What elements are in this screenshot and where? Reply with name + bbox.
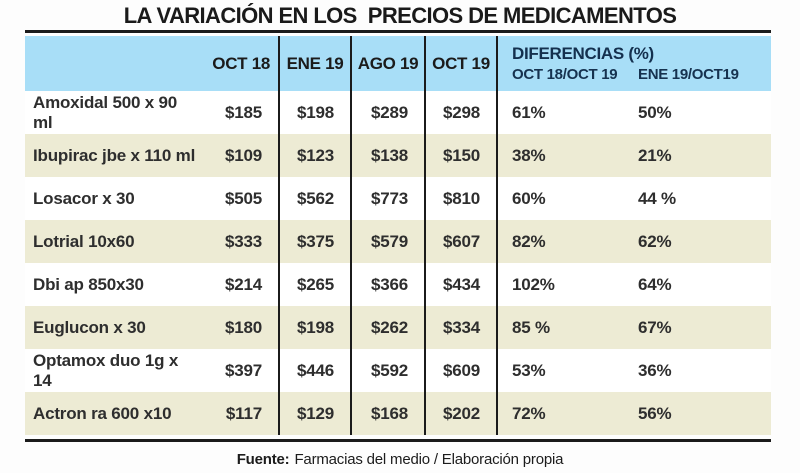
- table-bottom-border: [25, 439, 771, 442]
- diff-oct18-oct19: 38%: [512, 145, 546, 165]
- price-oct18: $397: [200, 349, 280, 392]
- price-oct18: $505: [200, 177, 280, 220]
- price-ene19: $129: [280, 392, 352, 435]
- price-ene19: $198: [280, 306, 352, 349]
- price-oct18: $214: [200, 263, 280, 306]
- diff-oct18-oct19: 82%: [512, 231, 546, 251]
- price-ago19: $289: [352, 91, 426, 134]
- diff-ene19-oct19: 56%: [638, 403, 672, 423]
- col-header-oct19: OCT 19: [426, 36, 498, 91]
- price-ene19: $446: [280, 349, 352, 392]
- price-table: OCT 18 ENE 19 AGO 19 OCT 19 DIFERENCIAS …: [25, 30, 771, 442]
- price-oct18: $333: [200, 220, 280, 263]
- price-ene19: $198: [280, 91, 352, 134]
- source-label: Fuente:: [236, 451, 290, 468]
- price-oct19: $609: [426, 349, 498, 392]
- table-row: Ibupirac jbe x 110 ml $109 $123 $138 $150 38%…: [25, 134, 771, 177]
- diff-oct18-oct19: 60%: [512, 188, 546, 208]
- price-ene19: $562: [280, 177, 352, 220]
- price-ago19: $592: [352, 349, 426, 392]
- price-ago19: $579: [352, 220, 426, 263]
- price-oct19: $607: [426, 220, 498, 263]
- col-header-diferencias: DIFERENCIAS (%) OCT 18/OCT 19 ENE 19/OCT…: [498, 36, 771, 91]
- subheader-oct18-oct19: OCT 18/OCT 19: [512, 66, 618, 83]
- source-note: Fuente: Farmacias del medio / Elaboración…: [0, 451, 800, 468]
- table-header: OCT 18 ENE 19 AGO 19 OCT 19 DIFERENCIAS …: [25, 36, 771, 91]
- drug-name: Actron ra 600 x10: [33, 403, 172, 423]
- price-ago19: $138: [352, 134, 426, 177]
- drug-name: Euglucon x 30: [33, 317, 146, 337]
- diff-ene19-oct19: 50%: [638, 102, 672, 122]
- diff-ene19-oct19: 67%: [638, 317, 672, 337]
- table-top-border: [25, 30, 771, 33]
- subheader-ene19-oct19: ENE 19/OCT19: [638, 66, 739, 83]
- diff-oct18-oct19: 61%: [512, 102, 546, 122]
- price-ene19: $123: [280, 134, 352, 177]
- table-row: Amoxidal 500 x 90 ml $185 $198 $289 $298 61% 5…: [25, 91, 771, 134]
- diff-ene19-oct19: 21%: [638, 145, 672, 165]
- price-oct19: $434: [426, 263, 498, 306]
- price-oct19: $298: [426, 91, 498, 134]
- source-text: Farmacias del medio / Elaboración propia: [294, 451, 564, 468]
- price-ago19: $262: [352, 306, 426, 349]
- price-oct19: $334: [426, 306, 498, 349]
- table-row: Losacor x 30 $505 $562 $773 $810 60% 44 %: [25, 177, 771, 220]
- price-ago19: $168: [352, 392, 426, 435]
- price-oct18: $117: [200, 392, 280, 435]
- diff-oct18-oct19: 53%: [512, 360, 546, 380]
- price-ene19: $265: [280, 263, 352, 306]
- drug-name: Dbi ap 850x30: [33, 274, 144, 294]
- price-oct19: $202: [426, 392, 498, 435]
- diff-oct18-oct19: 85 %: [512, 317, 550, 337]
- diff-ene19-oct19: 36%: [638, 360, 672, 380]
- col-header-oct18: OCT 18: [25, 36, 280, 91]
- price-oct18: $180: [200, 306, 280, 349]
- diff-oct18-oct19: 102%: [512, 274, 555, 294]
- drug-name: Amoxidal 500 x 90 ml: [33, 92, 178, 132]
- price-oct18: $185: [200, 91, 280, 134]
- table-row: Dbi ap 850x30 $214 $265 $366 $434 102% 64%: [25, 263, 771, 306]
- table-row: Lotrial 10x60 $333 $375 $579 $607 82% 62%: [25, 220, 771, 263]
- diferencias-subheaders: OCT 18/OCT 19 ENE 19/OCT19: [512, 66, 771, 83]
- page-title: LA VARIACIÓN EN LOS PRECIOS DE MEDICAMEN…: [123, 3, 677, 28]
- col-header-ago19: AGO 19: [352, 36, 426, 91]
- price-oct19: $150: [426, 134, 498, 177]
- col-header-ene19: ENE 19: [280, 36, 352, 91]
- drug-name: Losacor x 30: [33, 188, 135, 208]
- diff-oct18-oct19: 72%: [512, 403, 546, 423]
- diff-ene19-oct19: 62%: [638, 231, 672, 251]
- diferencias-title: DIFERENCIAS (%): [512, 44, 654, 63]
- price-oct18: $109: [200, 134, 280, 177]
- table-row: Actron ra 600 x10 $117 $129 $168 $202 72% 56%: [25, 392, 771, 435]
- price-ago19: $366: [352, 263, 426, 306]
- price-ago19: $773: [352, 177, 426, 220]
- table-body: Amoxidal 500 x 90 ml $185 $198 $289 $298 61% 5…: [25, 91, 771, 435]
- price-ene19: $375: [280, 220, 352, 263]
- drug-name: Optamox duo 1g x 14: [33, 350, 179, 390]
- price-oct19: $810: [426, 177, 498, 220]
- drug-name: Ibupirac jbe x 110 ml: [33, 145, 196, 165]
- diff-ene19-oct19: 44 %: [638, 188, 676, 208]
- diff-ene19-oct19: 64%: [638, 274, 672, 294]
- table-row: Optamox duo 1g x 14 $397 $446 $592 $609 53% 36…: [25, 349, 771, 392]
- table-row: Euglucon x 30 $180 $198 $262 $334 85 % 67%: [25, 306, 771, 349]
- drug-name: Lotrial 10x60: [33, 231, 135, 251]
